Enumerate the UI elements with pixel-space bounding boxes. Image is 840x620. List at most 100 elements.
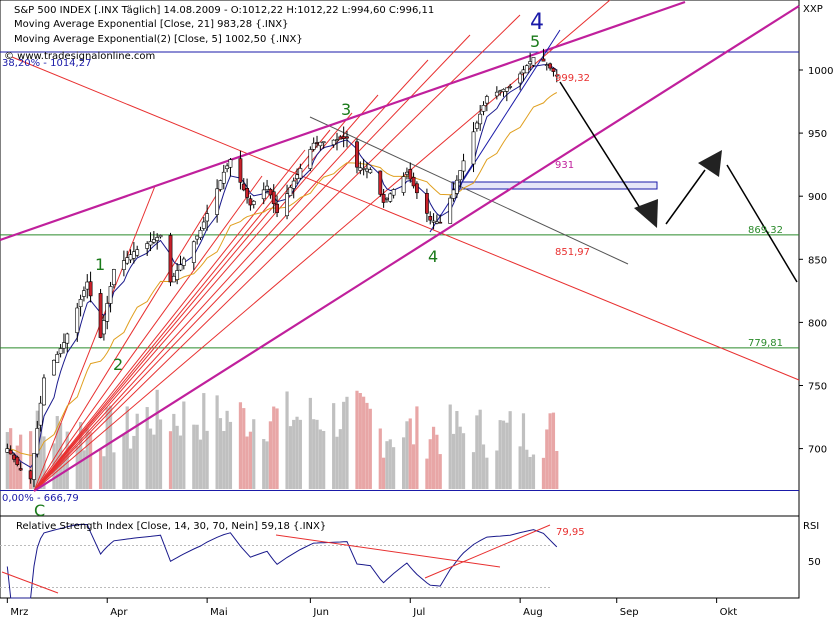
ema5-legend: Moving Average Exponential(2) [Close, 5]…: [14, 34, 303, 45]
volume-bar: [308, 397, 312, 489]
volume-bar: [145, 407, 149, 489]
candle-body: [38, 402, 43, 426]
volume-bar: [388, 439, 392, 489]
x-tick-label: Mai: [210, 607, 228, 618]
levels-layer: [0, 51, 799, 492]
symbol-label: XXP: [803, 4, 823, 15]
rsi-tick-50: 50: [808, 557, 821, 568]
volume-bar: [495, 450, 499, 489]
y-tick-label: 800: [808, 318, 827, 329]
volume-bar: [485, 457, 489, 489]
volume-bar: [105, 407, 109, 489]
candle-body: [551, 68, 556, 72]
volume-bar: [378, 428, 382, 489]
volume-bar: [262, 439, 266, 489]
volume-bar: [405, 421, 409, 489]
candle-body: [554, 74, 559, 77]
candle-body: [385, 197, 389, 200]
volume-bar: [415, 406, 419, 489]
candle-body: [365, 168, 369, 172]
candle-body: [501, 88, 506, 92]
volume-bar: [541, 457, 546, 489]
volume-bar: [411, 444, 416, 489]
volume-bar: [205, 430, 209, 489]
volume-bar: [178, 435, 183, 489]
volume-bar: [425, 458, 429, 489]
candle-body: [544, 64, 549, 66]
candle-body: [241, 183, 246, 191]
axes-layer: 700 750 800 850 900 950 1000 Mrz Apr Mai Jun Jul Aug…: [6, 66, 833, 618]
volume-bar: [448, 404, 452, 489]
candle-body: [388, 193, 393, 202]
volume-bar: [528, 456, 532, 489]
candle-body: [131, 251, 136, 259]
volume-bar: [458, 426, 462, 489]
candle-body: [408, 168, 413, 180]
projection-arrow-down: [559, 81, 641, 209]
volume-bar: [318, 429, 322, 489]
candle-body: [28, 470, 33, 480]
volume-bar: [132, 435, 136, 489]
volume-bar: [172, 413, 176, 489]
candle-body: [191, 241, 196, 263]
candle-body: [18, 468, 23, 471]
candle-body: [42, 377, 46, 406]
fan-line: [11, 56, 800, 381]
volume-bar: [39, 426, 43, 489]
volume-bar: [9, 428, 13, 489]
candle-body: [498, 90, 503, 93]
volume-bar: [408, 418, 412, 489]
candle-body: [355, 141, 359, 168]
volume-bar: [65, 431, 69, 489]
volume-bar: [75, 446, 79, 489]
volume-bar: [202, 393, 206, 489]
candle-body: [298, 168, 303, 179]
candle-body: [494, 91, 499, 97]
candle-body: [291, 180, 296, 189]
wave-label-c: C: [34, 501, 45, 520]
volume-bar: [195, 424, 199, 489]
candle-body: [288, 187, 293, 196]
level-label-779: 779,81: [748, 338, 783, 349]
volume-bar: [335, 436, 339, 489]
volume-bar: [428, 439, 432, 489]
candle-body: [368, 169, 373, 174]
candle-body: [55, 354, 60, 363]
candle-body: [381, 194, 386, 203]
candle-body: [205, 213, 210, 222]
candle-body: [65, 333, 70, 344]
volume-bar: [455, 411, 459, 489]
volume-bar: [168, 431, 173, 489]
volume-bar: [435, 434, 439, 489]
fan-line: [33, 0, 611, 492]
candle-body: [108, 286, 113, 304]
candle-body: [504, 87, 509, 92]
candle-body: [434, 221, 439, 224]
rsi-panel-frame: [0, 515, 800, 599]
volume-bar: [252, 419, 256, 489]
level-label-999: 999,32: [555, 73, 590, 84]
candle-body: [454, 179, 459, 194]
fan-line: [33, 59, 429, 492]
candle-body: [15, 456, 20, 465]
candle-body: [201, 221, 206, 229]
candle-body: [218, 180, 223, 190]
volume-bar: [248, 431, 253, 489]
fib-bottom-label: 0,00% - 666,79: [2, 493, 79, 504]
candle-body: [245, 188, 249, 198]
volume-bar: [125, 406, 129, 489]
x-tick-label: Jul: [412, 607, 425, 618]
volume-bar: [355, 390, 359, 489]
volume-bar: [505, 422, 509, 489]
volume-bar: [198, 439, 203, 489]
volume-bar: [508, 411, 512, 489]
volume-bar: [225, 410, 229, 489]
x-tick-label: Mrz: [10, 607, 28, 618]
volume-bar: [29, 431, 33, 489]
candle-body: [391, 189, 396, 196]
volume-bar: [285, 391, 289, 489]
volume-bar: [155, 389, 159, 489]
volume-bar: [362, 396, 366, 489]
volume-bar: [518, 446, 522, 489]
